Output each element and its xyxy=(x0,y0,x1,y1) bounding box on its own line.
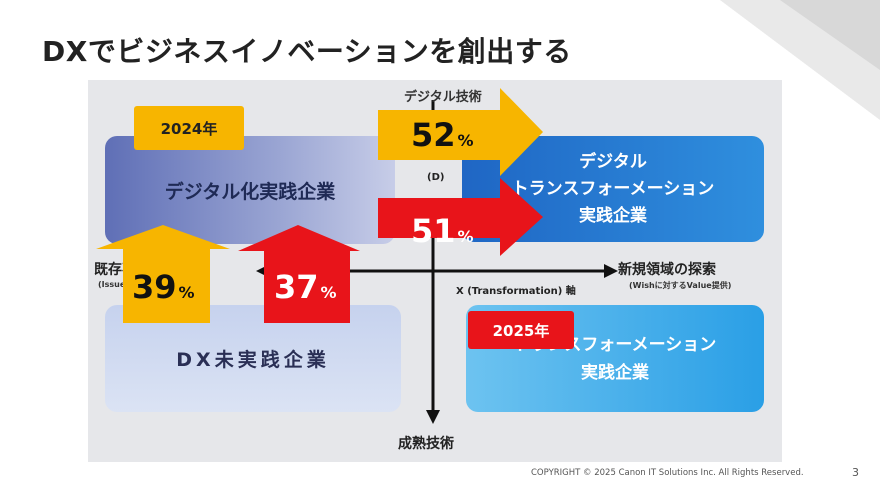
vertical-axis-fragment: (D) xyxy=(427,172,445,183)
corner-decoration xyxy=(720,0,880,120)
arrow-dx-2025 xyxy=(378,178,543,256)
axis-sublabel-new-domain: (Wishに対するValue提供) xyxy=(629,281,732,290)
pct-digital-2024: 39 % xyxy=(132,268,195,306)
axis-label-mature-technology: 成熟技術 xyxy=(398,436,454,452)
pct-digital-2024-value: 39 xyxy=(132,268,177,306)
vertical-axis-band xyxy=(426,160,440,210)
arrow-digital-2025 xyxy=(238,225,360,323)
arrow-dx-2024 xyxy=(378,88,543,176)
pct-dx-2024-unit: % xyxy=(457,131,474,150)
quadrant-dx-line3: 実践企業 xyxy=(578,205,647,226)
quadrant-dx-practice: デジタル トランスフォーメーション 実践企業 xyxy=(462,136,764,242)
axis-label-transformation: X (Transformation) 軸 xyxy=(456,286,576,297)
axis-label-digital-technology: デジタル技術 xyxy=(404,90,482,105)
quadrant-digitalization: デジタル化実践企業 xyxy=(105,136,395,244)
year-badge-2025: 2025年 xyxy=(468,311,574,349)
pct-dx-2025-value: 51 xyxy=(411,212,456,250)
page-number: 3 xyxy=(852,466,859,479)
copyright-text: COPYRIGHT © 2025 Canon IT Solutions Inc.… xyxy=(531,468,804,478)
quadrant-dx-line1: デジタル xyxy=(579,151,647,172)
pct-dx-2025-unit: % xyxy=(457,227,474,246)
percentage-arrows xyxy=(96,88,543,323)
axis-label-new-domain: 新規領域の探索 xyxy=(618,262,716,278)
pct-digital-2025: 37 % xyxy=(274,268,337,306)
pct-dx-2024: 52 % xyxy=(411,116,474,154)
pct-digital-2025-value: 37 xyxy=(274,268,319,306)
quadrant-transformation-line2: 実践企業 xyxy=(580,362,649,383)
quadrant-dx-line2: トランスフォーメーション xyxy=(511,178,715,199)
year-badge-2024: 2024年 xyxy=(134,106,244,150)
arrow-digital-2024 xyxy=(96,225,230,323)
pct-digital-2024-unit: % xyxy=(178,283,195,302)
quadrant-no-dx-label: DX未実践企業 xyxy=(176,349,330,371)
slide-title: DXでビジネスイノベーションを創出する xyxy=(42,35,572,68)
pct-dx-2024-value: 52 xyxy=(411,116,456,154)
quadrant-digitalization-label: デジタル化実践企業 xyxy=(164,180,336,203)
dx-matrix-diagram: デジタル化実践企業 デジタル トランスフォーメーション 実践企業 DX未実践企業… xyxy=(88,80,782,462)
pct-dx-2025: 51 % xyxy=(411,212,474,250)
pct-digital-2025-unit: % xyxy=(320,283,337,302)
